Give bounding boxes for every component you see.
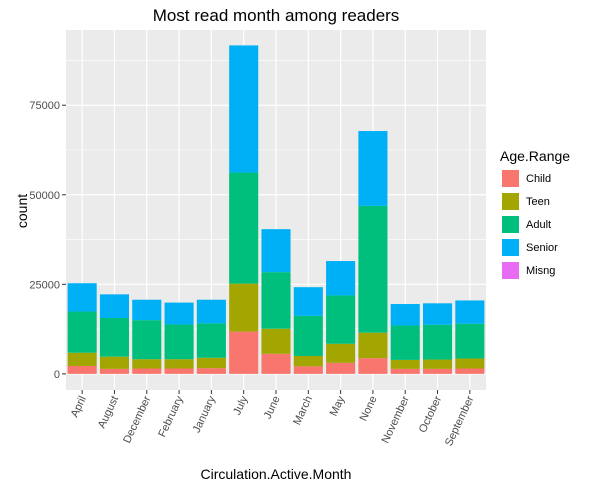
- bar-april-adult: [67, 311, 97, 353]
- bar-august-adult: [99, 318, 129, 357]
- legend-key-senior: [501, 238, 520, 257]
- bar-october-teen: [423, 359, 453, 369]
- bar-march-senior: [293, 287, 323, 316]
- bar-february-senior: [164, 302, 194, 325]
- bar-january-teen: [196, 357, 226, 369]
- y-tick-label: 75000: [29, 100, 60, 112]
- bar-march-child: [293, 366, 323, 374]
- legend-label-senior: Senior: [526, 241, 558, 254]
- x-tick-label-december: December: [121, 394, 153, 445]
- bar-june-senior: [261, 229, 291, 273]
- bar-november-adult: [390, 325, 420, 360]
- legend-label-adult: Adult: [526, 218, 552, 231]
- bar-october-senior: [423, 303, 453, 325]
- bar-january-adult: [196, 323, 226, 358]
- x-tick-label-none: None: [358, 394, 380, 423]
- x-tick-label-october: October: [417, 394, 445, 435]
- legend-label-teen: Teen: [526, 195, 550, 208]
- chart-title: Most read month among readers: [152, 6, 400, 25]
- x-tick-label-april: April: [69, 394, 89, 419]
- bar-none-senior: [358, 131, 388, 206]
- bar-may-adult: [326, 295, 356, 344]
- bar-february-child: [164, 368, 194, 374]
- bar-september-child: [455, 368, 485, 374]
- x-tick-label-july: July: [231, 394, 250, 417]
- legend-label-child: Child: [526, 172, 552, 185]
- bar-january-senior: [196, 299, 226, 324]
- bar-april-teen: [67, 352, 97, 366]
- y-tick-label: 0: [54, 369, 60, 381]
- x-tick-label-september: September: [443, 394, 477, 448]
- legend-item-senior: Senior: [500, 236, 570, 259]
- bar-december-teen: [132, 359, 162, 369]
- x-tick-label-march: March: [291, 394, 315, 427]
- bar-december-senior: [132, 299, 162, 321]
- x-tick-label-november: November: [380, 394, 412, 445]
- legend-item-child: Child: [500, 167, 570, 190]
- legend: Age.Range Child Teen Adult Senior Misng: [500, 148, 570, 282]
- bar-april-child: [67, 366, 97, 374]
- bar-november-senior: [390, 304, 420, 326]
- bar-june-teen: [261, 328, 291, 354]
- bar-none-adult: [358, 205, 388, 333]
- legend-title: Age.Range: [500, 148, 571, 164]
- legend-key-teen: [501, 192, 520, 211]
- legend-item-adult: Adult: [500, 213, 570, 236]
- bar-february-adult: [164, 324, 194, 360]
- y-axis-label: count: [14, 193, 30, 229]
- bar-november-teen: [390, 359, 420, 369]
- bar-may-teen: [326, 343, 356, 363]
- bar-none-teen: [358, 332, 388, 359]
- bar-may-child: [326, 362, 356, 374]
- bar-may-senior: [326, 261, 356, 296]
- legend-key-adult: [501, 215, 520, 234]
- x-tick-label-february: February: [156, 394, 186, 439]
- bar-december-adult: [132, 320, 162, 360]
- y-tick-label: 50000: [29, 190, 60, 202]
- legend-label-misng: Misng: [526, 264, 556, 277]
- bar-september-adult: [455, 323, 485, 359]
- x-tick-label-august: August: [96, 394, 121, 430]
- bar-none-child: [358, 358, 388, 374]
- bar-january-child: [196, 368, 226, 374]
- bar-july-teen: [229, 283, 259, 332]
- bar-march-teen: [293, 355, 323, 367]
- y-tick-label: 25000: [29, 279, 60, 291]
- legend-key-child: [501, 169, 520, 188]
- bar-july-adult: [229, 172, 259, 284]
- x-tick-label-may: May: [328, 394, 348, 418]
- legend-item-teen: Teen: [500, 190, 570, 213]
- bar-august-teen: [99, 356, 129, 369]
- bar-december-child: [132, 368, 162, 374]
- bar-september-senior: [455, 300, 485, 324]
- bar-july-senior: [229, 45, 259, 173]
- bar-june-child: [261, 353, 291, 374]
- bar-august-senior: [99, 294, 129, 318]
- bar-november-child: [390, 368, 420, 374]
- bar-june-adult: [261, 272, 291, 329]
- bar-september-teen: [455, 358, 485, 369]
- bar-march-adult: [293, 315, 323, 356]
- bar-april-senior: [67, 283, 97, 312]
- legend-item-misng: Misng: [500, 259, 570, 282]
- bar-august-child: [99, 368, 129, 374]
- bar-october-adult: [423, 324, 453, 360]
- legend-key-misng: [501, 261, 520, 280]
- bar-february-teen: [164, 359, 194, 369]
- bar-october-child: [423, 368, 453, 374]
- bar-july-child: [229, 331, 259, 374]
- x-tick-label-january: January: [191, 394, 219, 435]
- x-tick-label-june: June: [262, 394, 283, 421]
- x-axis-label: Circulation.Active.Month: [200, 466, 352, 482]
